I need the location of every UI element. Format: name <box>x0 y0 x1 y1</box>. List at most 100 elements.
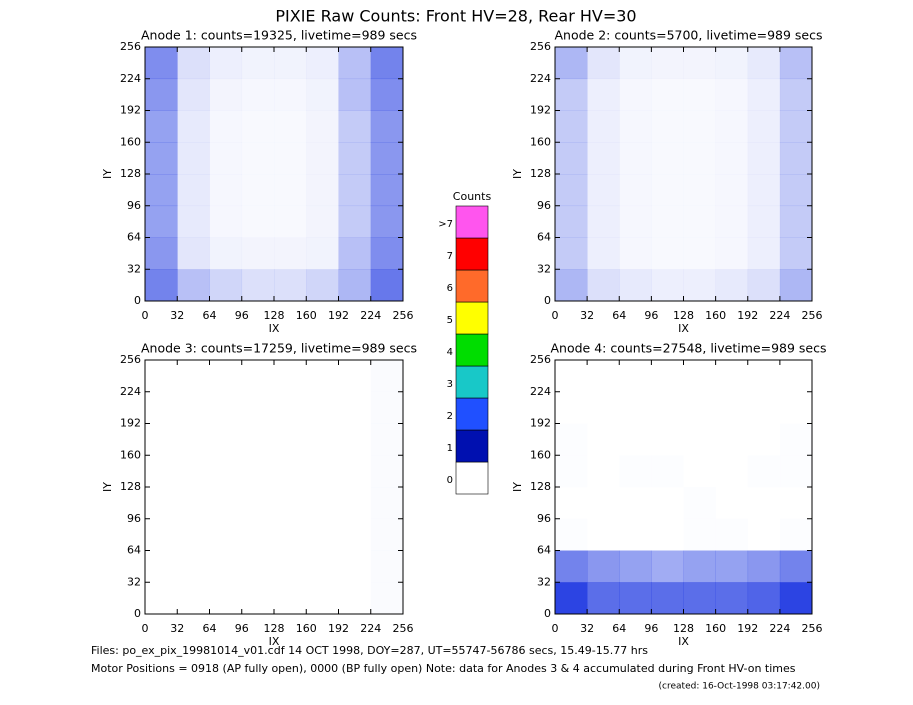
density-cell <box>209 205 243 238</box>
density-cell <box>651 269 684 302</box>
density-cell <box>306 269 339 302</box>
density-cell <box>715 142 749 175</box>
x-tick-label: 224 <box>360 622 381 635</box>
density-cell <box>780 360 812 392</box>
colorbar-swatch <box>455 333 489 367</box>
density-cell <box>780 519 812 551</box>
density-cell <box>274 206 307 238</box>
y-tick-label: 256 <box>120 353 141 366</box>
density-cell <box>274 111 307 143</box>
density-cell <box>651 455 683 487</box>
density-cell <box>210 360 243 392</box>
density-cell <box>555 78 588 111</box>
y-tick-label: 96 <box>127 512 141 525</box>
density-cell <box>242 142 275 174</box>
density-cell <box>339 487 372 519</box>
y-tick-label: 192 <box>120 104 141 117</box>
x-tick-label: 0 <box>142 622 149 635</box>
density-cell <box>587 582 620 615</box>
density-cell <box>779 142 813 175</box>
density-cell <box>555 519 587 551</box>
density-cell <box>145 237 178 270</box>
density-cell <box>587 392 619 424</box>
panel-title: Anode 4: counts=27548, livetime=989 secs <box>551 341 827 356</box>
x-tick-label: 0 <box>552 309 559 322</box>
density-cell <box>747 205 781 238</box>
density-cell <box>177 205 210 238</box>
footer-motor: Motor Positions = 0918 (AP fully open), … <box>91 662 796 675</box>
y-tick-label: 128 <box>530 167 551 180</box>
density-cell <box>587 360 619 392</box>
density-cell <box>306 110 339 143</box>
density-cell <box>274 360 307 392</box>
colorbar-swatch <box>455 365 489 399</box>
y-tick-label: 224 <box>530 72 551 85</box>
density-cell <box>339 392 372 424</box>
density-cell <box>177 47 210 80</box>
density-cell <box>651 550 684 583</box>
x-tick-label: 64 <box>612 622 626 635</box>
colorbar-swatch <box>455 269 489 303</box>
density-cell <box>370 110 404 143</box>
density-cell <box>555 487 587 519</box>
y-tick-label: 32 <box>127 575 141 588</box>
density-cell <box>747 142 781 175</box>
density-cell <box>242 455 275 487</box>
x-tick-label: 96 <box>235 622 249 635</box>
y-tick-label: 192 <box>120 417 141 430</box>
y-tick-label: 160 <box>530 448 551 461</box>
y-tick-label: 96 <box>537 512 551 525</box>
y-axis-label: IY <box>511 482 524 492</box>
density-cell <box>306 455 339 487</box>
density-cell <box>274 237 307 270</box>
density-cell <box>684 360 716 392</box>
density-cell <box>779 582 813 615</box>
density-cell <box>370 269 404 302</box>
density-cell <box>145 47 178 80</box>
density-cell <box>177 237 210 270</box>
density-cell <box>210 551 243 583</box>
density-cell <box>619 110 652 143</box>
y-tick-label: 256 <box>120 40 141 53</box>
density-cell <box>145 78 178 111</box>
density-cell <box>274 78 307 111</box>
density-cell <box>747 78 781 111</box>
density-cell <box>683 582 716 615</box>
density-cell <box>555 550 588 583</box>
density-cell <box>684 392 716 424</box>
density-cell <box>339 519 372 551</box>
density-cell <box>338 78 372 111</box>
density-cell <box>715 237 749 270</box>
density-cell <box>371 487 404 519</box>
density-cell <box>651 424 683 456</box>
density-cell <box>619 174 652 207</box>
x-tick-label: 160 <box>296 622 317 635</box>
density-cell <box>748 519 780 551</box>
density-cell <box>370 47 404 80</box>
density-cell <box>587 550 620 583</box>
density-cell <box>306 142 339 175</box>
density-cell <box>555 582 588 615</box>
density-cell <box>145 142 178 175</box>
density-cell <box>242 360 275 392</box>
density-cell <box>715 582 749 615</box>
x-tick-label: 64 <box>612 309 626 322</box>
density-cell <box>587 47 620 80</box>
density-cell <box>274 551 307 583</box>
density-cell <box>716 392 748 424</box>
density-cell <box>587 174 620 207</box>
x-tick-label: 96 <box>644 622 658 635</box>
density-cell <box>587 269 620 302</box>
density-cell <box>619 78 652 111</box>
density-cell <box>145 487 178 519</box>
density-cell <box>684 79 716 111</box>
y-tick-label: 64 <box>537 231 551 244</box>
density-cell <box>306 424 339 456</box>
density-cell <box>370 78 404 111</box>
panel-title: Anode 2: counts=5700, livetime=989 secs <box>554 28 822 43</box>
density-cell <box>619 392 651 424</box>
x-tick-label: 32 <box>580 309 594 322</box>
density-cell <box>619 269 652 302</box>
density-cell <box>651 360 683 392</box>
